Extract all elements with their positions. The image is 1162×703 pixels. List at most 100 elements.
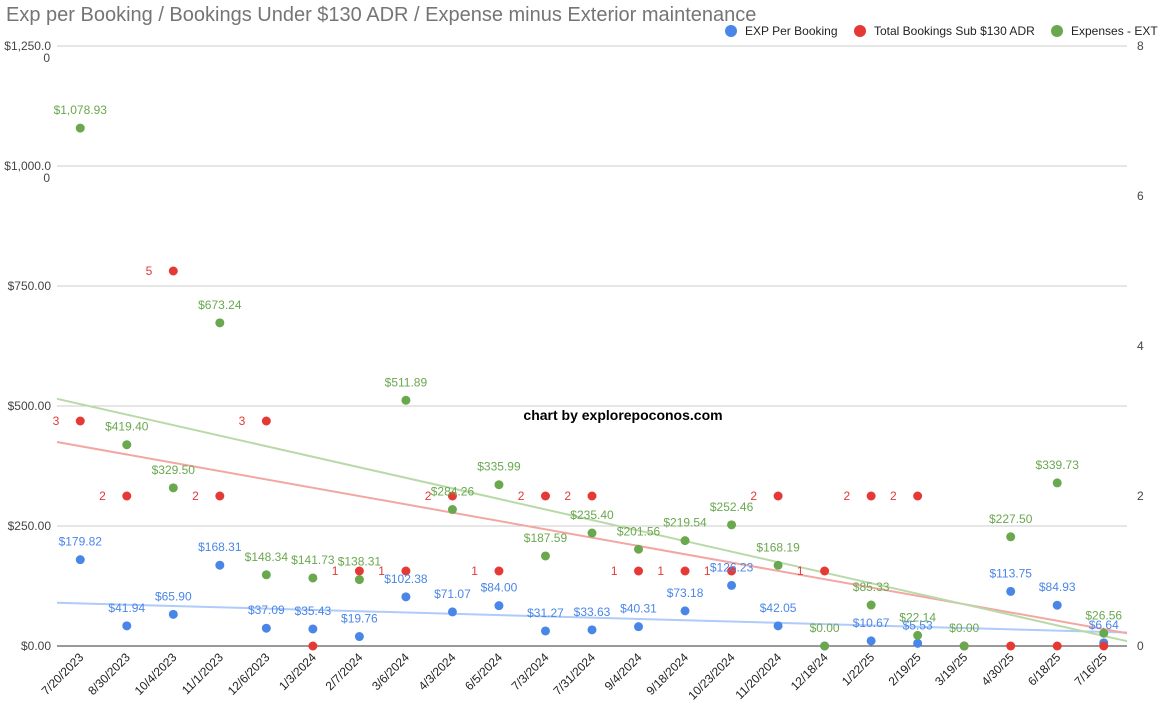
y-tick-label-left: $750.00 (8, 279, 52, 293)
point-expenses-ext (215, 318, 225, 328)
data-label-exp-per-booking: $35.43 (295, 604, 332, 618)
y-tick-label-right: 4 (1137, 339, 1144, 353)
point-exp-per-booking (587, 625, 597, 635)
data-label-expenses-ext: $141.73 (291, 553, 335, 567)
data-label-expenses-ext: $673.24 (198, 298, 242, 312)
y-tick-label-left: $1,000.0 (4, 159, 51, 173)
data-label-exp-per-booking: $73.18 (667, 586, 704, 600)
trendline-exp-per-booking (56, 601, 1128, 634)
point-total-bookings (308, 641, 318, 651)
point-expenses-ext (261, 570, 271, 580)
point-total-bookings (75, 416, 85, 426)
x-tick-label: 12/18/24 (788, 650, 831, 693)
data-label-exp-per-booking: $19.76 (341, 612, 378, 626)
data-label-expenses-ext: $168.19 (756, 540, 800, 554)
data-label-expenses-ext: $0.00 (810, 621, 840, 635)
point-total-bookings (401, 566, 411, 576)
point-total-bookings (727, 566, 737, 576)
point-total-bookings (494, 566, 504, 576)
point-total-bookings (1006, 641, 1016, 651)
data-label-exp-per-booking: $168.31 (198, 540, 242, 554)
point-exp-per-booking (447, 607, 457, 617)
data-label-expenses-ext: $1,078.93 (54, 103, 108, 117)
x-tick-label: 4/30/25 (979, 650, 1017, 688)
point-expenses-ext (540, 551, 550, 561)
point-exp-per-booking (168, 609, 178, 619)
data-label-total-bookings: 2 (750, 489, 757, 503)
point-total-bookings (540, 491, 550, 501)
x-tick-label: 3/19/25 (932, 650, 970, 688)
point-total-bookings (215, 491, 225, 501)
data-label-expenses-ext: $252.46 (710, 500, 754, 514)
point-exp-per-booking (401, 592, 411, 602)
x-tick-label: 7/31/2024 (550, 650, 598, 698)
point-total-bookings (866, 491, 876, 501)
data-label-expenses-ext: $187.59 (524, 531, 568, 545)
data-label-total-bookings: 1 (611, 564, 618, 578)
point-expenses-ext (1099, 628, 1109, 638)
data-label-exp-per-booking: $10.67 (853, 616, 890, 630)
point-expenses-ext (168, 483, 178, 493)
legend-marker-expenses-ext (1051, 25, 1063, 37)
data-label-total-bookings: 3 (53, 414, 60, 428)
data-labels: $179.82 $41.94 $65.90 $168.31 $37.09 $35.43 $1… (53, 103, 1123, 635)
x-tick-label: 12/6/2023 (225, 650, 273, 698)
point-exp-per-booking (680, 606, 690, 616)
data-label-expenses-ext: $227.50 (989, 512, 1033, 526)
data-label-expenses-ext: $335.99 (477, 460, 521, 474)
data-label-exp-per-booking: $31.27 (527, 606, 564, 620)
data-label-exp-per-booking: $84.93 (1039, 580, 1076, 594)
point-expenses-ext (634, 544, 644, 554)
x-tick-label: 7/16/25 (1072, 650, 1110, 688)
x-tick-label: 11/20/2024 (732, 650, 784, 702)
y-tick-label-right: 0 (1137, 639, 1144, 653)
data-label-exp-per-booking: $33.63 (574, 605, 611, 619)
legend-label-exp-per-booking: EXP Per Booking (745, 24, 838, 38)
point-expenses-ext (401, 395, 411, 405)
point-expenses-ext (959, 641, 969, 651)
trendline-expenses-ext (56, 397, 1128, 643)
legend-marker-total-bookings (854, 25, 866, 37)
y-tick-label-left: $0.00 (21, 639, 51, 653)
point-expenses-ext (1006, 532, 1016, 542)
point-expenses-ext (913, 630, 923, 640)
point-exp-per-booking (1006, 586, 1016, 596)
point-exp-per-booking (215, 560, 225, 570)
point-expenses-ext (122, 440, 132, 450)
data-label-exp-per-booking: $126.23 (710, 560, 754, 574)
x-tick-label: 9/18/2024 (644, 650, 692, 698)
y-tick-label-left: $500.00 (8, 399, 52, 413)
data-label-total-bookings: 1 (657, 564, 664, 578)
point-exp-per-booking (261, 623, 271, 633)
point-exp-per-booking (727, 580, 737, 590)
point-expenses-ext (727, 520, 737, 530)
point-exp-per-booking (634, 622, 644, 632)
data-label-expenses-ext: $219.54 (663, 516, 707, 530)
point-exp-per-booking (1052, 600, 1062, 610)
point-expenses-ext (587, 528, 597, 538)
data-label-expenses-ext: $26.56 (1085, 608, 1122, 622)
point-total-bookings (168, 266, 178, 276)
data-label-expenses-ext: $85.33 (853, 580, 890, 594)
point-expenses-ext (75, 123, 85, 133)
data-label-total-bookings: 1 (332, 564, 339, 578)
point-exp-per-booking (913, 638, 923, 648)
data-points (75, 123, 1109, 651)
point-expenses-ext (308, 573, 318, 583)
legend-label-total-bookings: Total Bookings Sub $130 ADR (874, 24, 1035, 38)
data-label-total-bookings: 1 (704, 564, 711, 578)
point-total-bookings (1099, 641, 1109, 651)
x-tick-label: 10/4/2023 (132, 650, 180, 698)
data-label-total-bookings: 2 (564, 489, 571, 503)
point-exp-per-booking (122, 621, 132, 631)
y-tick-label-left-extra: 0 (43, 171, 50, 185)
data-label-total-bookings: 1 (797, 564, 804, 578)
x-tick-label: 11/1/2023 (179, 650, 226, 697)
data-label-total-bookings: 2 (99, 489, 106, 503)
data-label-total-bookings: 2 (425, 489, 432, 503)
point-total-bookings (122, 491, 132, 501)
data-label-total-bookings: 2 (518, 489, 525, 503)
legend-label-expenses-ext: Expenses - EXT (1071, 24, 1158, 38)
point-total-bookings (1052, 641, 1062, 651)
point-expenses-ext (773, 560, 783, 570)
